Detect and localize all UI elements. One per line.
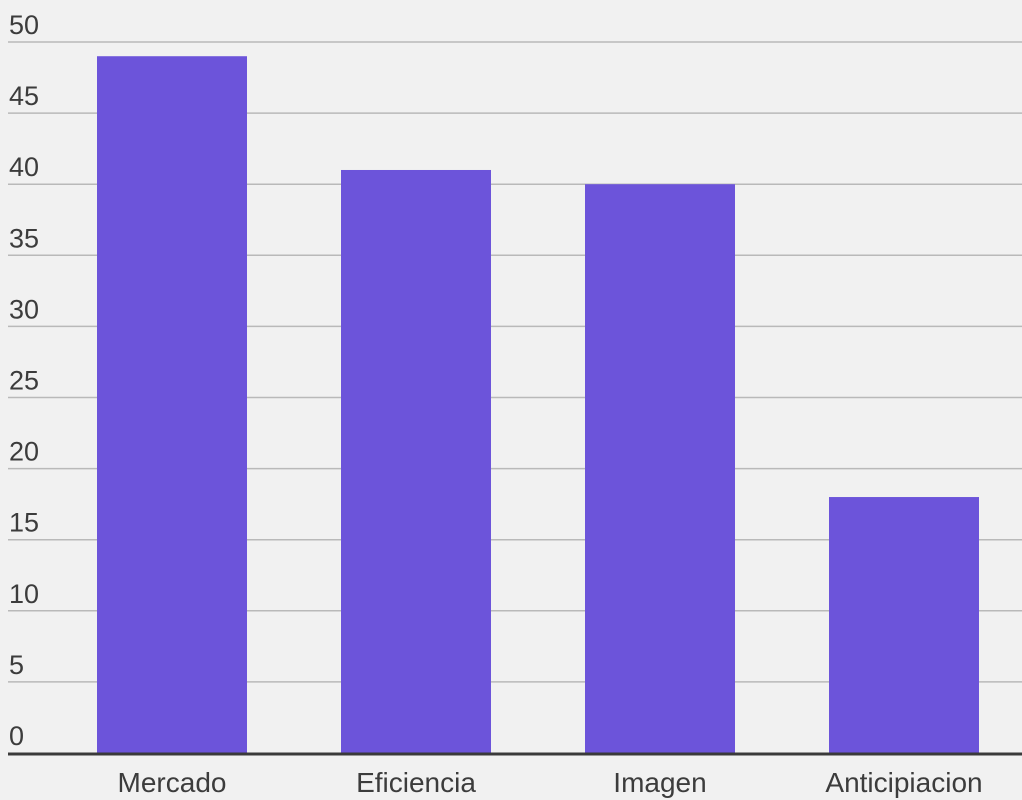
bar-anticipiacion bbox=[829, 497, 979, 753]
y-tick-label: 20 bbox=[9, 437, 39, 467]
y-tick-label: 30 bbox=[9, 294, 39, 324]
y-tick-label: 35 bbox=[9, 223, 39, 253]
y-tick-label: 45 bbox=[9, 81, 39, 111]
bar-eficiencia bbox=[341, 169, 491, 754]
bar-imagen bbox=[585, 184, 735, 753]
y-tick-label: 50 bbox=[9, 10, 39, 40]
x-category-label: Anticipiacion bbox=[825, 767, 982, 798]
bars bbox=[97, 56, 979, 754]
y-tick-label: 40 bbox=[9, 152, 39, 182]
y-tick-label: 10 bbox=[9, 579, 39, 609]
bar-mercado bbox=[97, 56, 247, 754]
x-axis-category-labels: Mercado Eficiencia Imagen Anticipiacion bbox=[118, 767, 983, 798]
x-category-label: Eficiencia bbox=[356, 767, 476, 798]
y-tick-label: 0 bbox=[9, 721, 24, 751]
y-tick-label: 15 bbox=[9, 508, 39, 538]
y-tick-label: 5 bbox=[9, 650, 24, 680]
y-tick-label: 25 bbox=[9, 366, 39, 396]
x-category-label: Mercado bbox=[118, 767, 227, 798]
x-category-label: Imagen bbox=[613, 767, 706, 798]
y-axis-tick-labels: 0 5 10 15 20 25 30 35 40 45 50 bbox=[9, 10, 39, 751]
